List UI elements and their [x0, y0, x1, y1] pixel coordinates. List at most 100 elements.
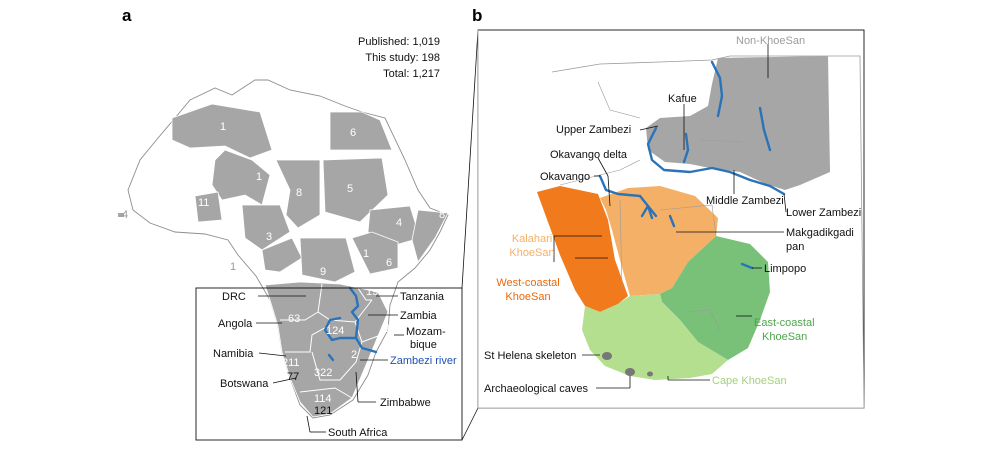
upper-zambezi-river [646, 126, 786, 196]
label-east-coastal-2: KhoeSan [762, 331, 807, 343]
stat-published: Published: 1,019 [358, 36, 440, 48]
lake-victoria [355, 266, 364, 274]
count-ghana: 11 [198, 197, 209, 209]
count-nigeria: 3 [266, 231, 272, 243]
country-nigeria [241, 204, 291, 251]
label-east-coastal-1: East-coastal [754, 317, 815, 329]
label-zambezi-river: Zambezi river [390, 355, 457, 367]
count-south-africa: 114 [314, 393, 332, 405]
cave-icon-2 [647, 371, 653, 377]
count-tanzania: 19 [366, 286, 378, 298]
label-kalahari-2: KhoeSan [509, 247, 554, 259]
country-borders-south [280, 281, 379, 399]
label-mozambique-1: Mozam- [406, 326, 446, 338]
label-drc: DRC [222, 291, 246, 303]
sampled-countries [171, 103, 449, 418]
label-tanzania: Tanzania [400, 291, 445, 303]
country-egypt [329, 111, 393, 151]
region-cape [582, 294, 728, 380]
panel-b-leaders [553, 44, 787, 389]
label-kalahari-1: Kalahari [512, 233, 552, 245]
panel-a-leaders [256, 295, 404, 433]
makgadikgadi-pan [668, 214, 676, 228]
label-south-africa: South Africa [328, 427, 388, 439]
label-makgadikgadi-1: Makgadikgadi [786, 227, 854, 239]
label-mozambique-2: bique [410, 339, 437, 351]
country-algeria [171, 103, 273, 159]
label-kafue: Kafue [668, 93, 697, 105]
count-chad: 8 [296, 187, 302, 199]
label-okavango-delta: Okavango delta [550, 149, 628, 161]
label-lower-zambezi: Lower Zambezi [786, 207, 861, 219]
river-small [327, 353, 335, 362]
panel-a: a [118, 6, 479, 441]
label-namibia: Namibia [213, 348, 254, 360]
region-non-khoesan [646, 56, 830, 190]
panel-a-label: a [122, 6, 132, 25]
label-botswana: Botswana [220, 378, 269, 390]
sample-stats: Published: 1,019 This study: 198 Total: … [358, 36, 440, 80]
country-labels: DRC Angola Namibia Botswana Tanzania Zam… [213, 291, 457, 439]
region-west-coastal [537, 186, 628, 312]
stat-this-study: This study: 198 [365, 52, 440, 64]
label-non-khoesan: Non-KhoeSan [736, 35, 805, 47]
label-makgadikgadi-2: pan [786, 241, 804, 253]
okavango-delta [640, 204, 658, 220]
count-egypt: 6 [350, 127, 356, 139]
count-island: 4 [122, 209, 128, 221]
count-atlantic: 1 [230, 261, 236, 273]
label-upper-zambezi: Upper Zambezi [556, 124, 631, 136]
country-ghana [194, 191, 223, 223]
label-limpopo: Limpopo [764, 263, 806, 275]
count-algeria: 1 [220, 121, 226, 133]
panel-b: b [472, 6, 865, 409]
label-zambia: Zambia [400, 310, 438, 322]
country-central-east [299, 237, 356, 283]
country-kenya-uganda [351, 231, 399, 275]
label-west-coastal-1: West-coastal [496, 277, 559, 289]
count-south-africa-study: 121 [314, 405, 332, 417]
zambezi-river [323, 286, 378, 354]
limpopo-river [740, 262, 754, 270]
panel-b-labels: Non-KhoeSan Kafue Upper Zambezi Okavango… [484, 35, 861, 395]
count-uganda: 1 [363, 248, 369, 260]
label-middle-zambezi: Middle Zambezi [706, 195, 784, 207]
inset-box [195, 287, 463, 441]
count-somalia: 8 [439, 209, 445, 221]
count-sudan: 5 [347, 183, 353, 195]
okavango-river [598, 174, 650, 208]
count-ethiopia: 4 [396, 217, 402, 229]
country-somalia [411, 209, 449, 263]
region-kalahari [600, 186, 718, 296]
small-island-west [118, 213, 124, 217]
label-okavango: Okavango [540, 171, 590, 183]
cave-icon [625, 368, 635, 376]
count-namibia: 211 [282, 357, 300, 369]
label-zimbabwe: Zimbabwe [380, 397, 431, 409]
country-chad [275, 159, 321, 229]
country-sudan [322, 157, 389, 223]
site-markers [602, 352, 653, 377]
stat-total: Total: 1,217 [383, 68, 440, 80]
country-cameroon [261, 237, 303, 273]
panel-b-label: b [472, 6, 482, 25]
st-helena-skull-icon [602, 352, 612, 360]
inset-connector-top [461, 29, 479, 289]
count-botswana: 322 [314, 367, 332, 379]
label-cape-khoesan: Cape KhoeSan [712, 375, 787, 387]
count-mali: 1 [256, 171, 262, 183]
inset-connector-bottom [461, 407, 479, 441]
region-counts: 1 6 1 8 5 11 3 4 8 1 9 6 19 63 124 18 2 … [122, 121, 445, 417]
label-archaeological-caves: Archaeological caves [484, 383, 588, 395]
count-mozambique: 18 [385, 323, 397, 335]
count-zambia: 124 [326, 325, 344, 337]
count-angola: 63 [288, 313, 300, 325]
region-east-coastal [660, 236, 770, 360]
label-st-helena: St Helena skeleton [484, 350, 576, 362]
panel-b-rivers [598, 60, 786, 270]
lake-river [758, 106, 772, 152]
zambezi-north-branch [710, 60, 724, 118]
count-namibia-study: 77 [287, 371, 299, 383]
count-central: 9 [320, 266, 326, 278]
